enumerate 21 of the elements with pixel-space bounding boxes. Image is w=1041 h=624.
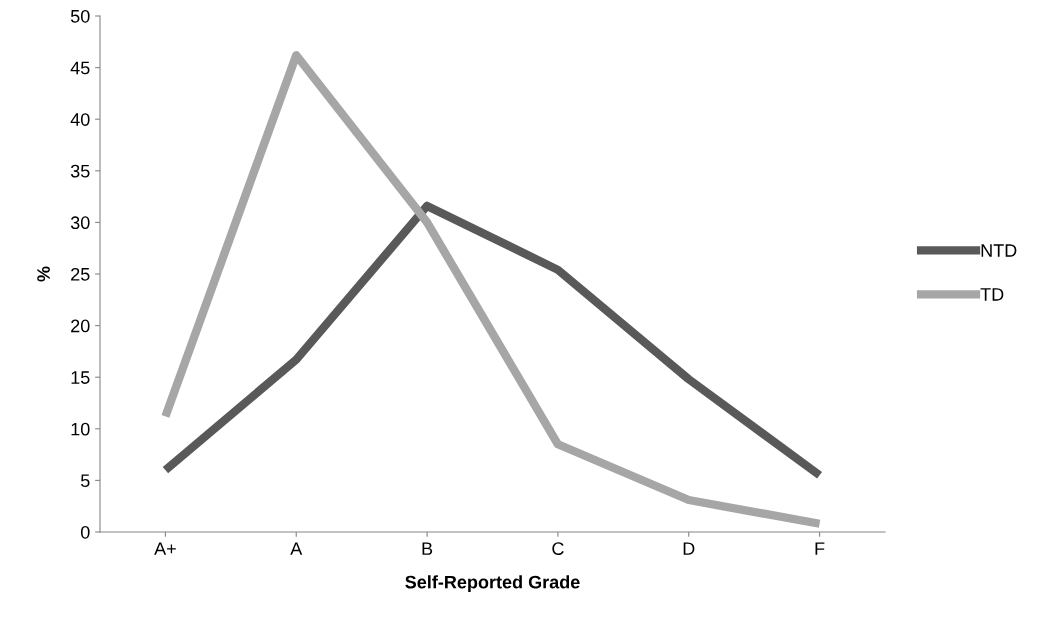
y-tick-label: 35 — [70, 164, 90, 178]
y-tick-label: 10 — [71, 422, 90, 436]
x-tick-label: A — [290, 542, 303, 555]
y-axis-title: % — [37, 266, 50, 282]
y-tick-label: 15 — [71, 371, 90, 384]
x-tick-label: D — [683, 542, 695, 555]
y-tick-label: 30 — [70, 216, 90, 230]
y-tick-label: 40 — [70, 113, 90, 126]
x-tick-label: B — [422, 542, 433, 555]
legend-label: NTD — [981, 244, 1017, 257]
x-tick-label: A+ — [154, 542, 176, 555]
y-tick-label: 25 — [71, 267, 90, 281]
y-tick-label: 5 — [80, 474, 90, 488]
x-tick-label: C — [552, 542, 564, 555]
x-axis-title: Self-Reported Grade — [405, 575, 580, 593]
legend-label: TD — [980, 288, 1004, 301]
y-tick-label: 20 — [71, 319, 90, 333]
y-tick-label: 50 — [70, 9, 90, 23]
y-tick-label: 45 — [70, 61, 90, 75]
x-tick-label: F — [815, 542, 825, 555]
y-tick-label: 0 — [80, 525, 90, 539]
